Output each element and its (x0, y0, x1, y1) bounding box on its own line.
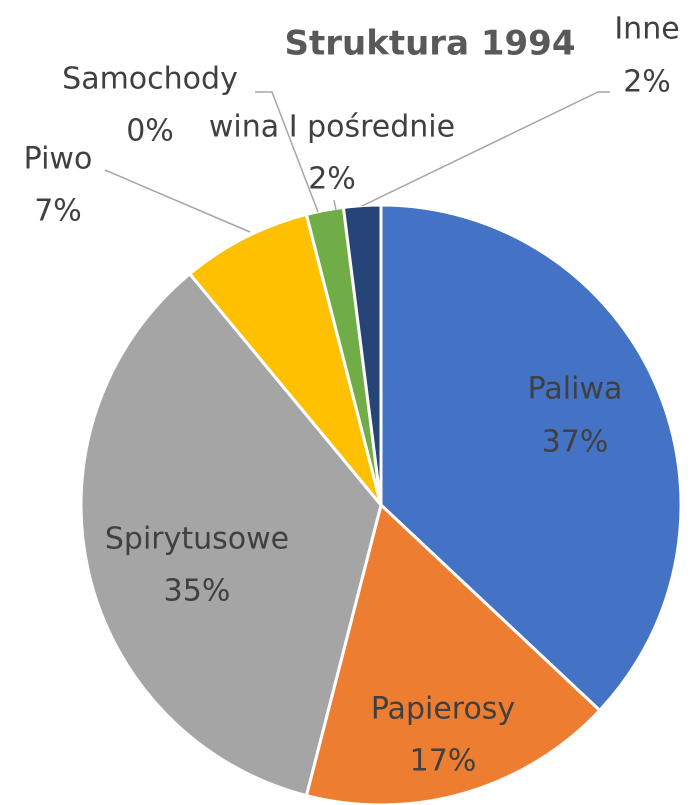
slice-value-label: 35% (164, 574, 231, 609)
leader-line (361, 91, 610, 207)
slice-value-label: 17% (410, 744, 477, 779)
slice-label: Spirytusowe (105, 522, 289, 557)
slice-label: Papierosy (371, 692, 515, 727)
leader-line (333, 199, 337, 211)
leader-line (255, 91, 319, 213)
chart-title: Struktura 1994 (285, 24, 576, 64)
slice-label: Samochody (62, 62, 238, 97)
slice-label: Inne (614, 12, 679, 47)
slice-value-label: 37% (542, 425, 609, 460)
slice-value-label: 2% (623, 65, 671, 100)
slice-label: Paliwa (528, 372, 623, 407)
pie-slice (304, 502, 602, 805)
leader-line (104, 169, 251, 233)
slice-label: Piwo (24, 142, 93, 177)
slice-label: wina I pośrednie (209, 110, 455, 145)
slice-value-label: 2% (308, 162, 356, 197)
pie-slice (187, 212, 383, 506)
pie-slice (79, 271, 383, 798)
slice-value-label: 0% (126, 114, 174, 149)
slice-value-label: 7% (34, 194, 82, 229)
pie-slice (379, 203, 683, 713)
